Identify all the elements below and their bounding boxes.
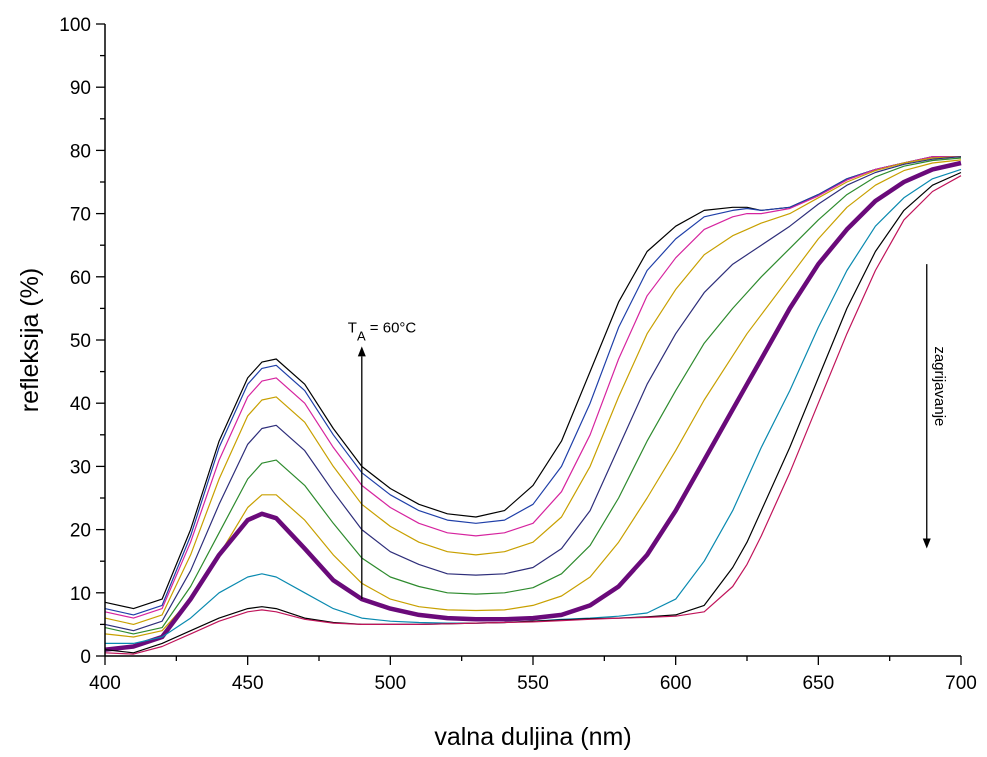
x-tick-label: 550: [517, 673, 549, 694]
y-tick-label: 0: [80, 647, 91, 668]
series-layer: [104, 156, 962, 655]
y-tick-label: 30: [70, 457, 91, 478]
x-tick-label: 500: [374, 673, 406, 694]
series-line-6: [104, 157, 962, 635]
x-tick-label: 400: [89, 673, 121, 694]
annotation-heating: zagrijavanje: [931, 346, 948, 426]
y-axis-title: refleksija (%): [16, 268, 44, 412]
series-line-11: [104, 175, 962, 655]
y-tick-label: 40: [70, 394, 91, 415]
annotation-temperature: TA = 60°C: [348, 319, 417, 343]
y-tick-label: 90: [70, 78, 91, 99]
x-tick-label: 700: [945, 673, 977, 694]
annotation-arrowhead: [357, 346, 366, 357]
annotation-layer: TA = 60°C zagrijavanje: [348, 264, 948, 600]
annotation-arrowhead: [922, 538, 931, 549]
y-tick-label: 20: [70, 521, 91, 542]
series-line-3: [104, 156, 961, 619]
series-line-10: [104, 171, 962, 654]
series-line-5: [104, 156, 962, 632]
series-line-4: [104, 156, 962, 626]
y-tick-label: 10: [70, 584, 91, 605]
x-axis-title: valna duljina (nm): [434, 723, 631, 751]
series-line-8: [104, 160, 962, 652]
x-tick-label: 450: [232, 673, 264, 694]
x-tick-label: 600: [660, 673, 692, 694]
y-tick-label: 60: [70, 268, 91, 289]
series-line-2: [104, 156, 961, 616]
series-line-7: [104, 159, 962, 638]
y-tick-label: 80: [70, 141, 91, 162]
x-tick-label: 650: [802, 673, 834, 694]
y-tick-label: 70: [70, 205, 91, 226]
y-tick-label: 100: [59, 15, 91, 36]
plot-area: [105, 24, 961, 656]
y-tick-label: 50: [70, 331, 91, 352]
axis-layer: 400 450 500 550 600 650 700 0 10 20 30 40 50 60 70 80 90…: [59, 15, 977, 694]
